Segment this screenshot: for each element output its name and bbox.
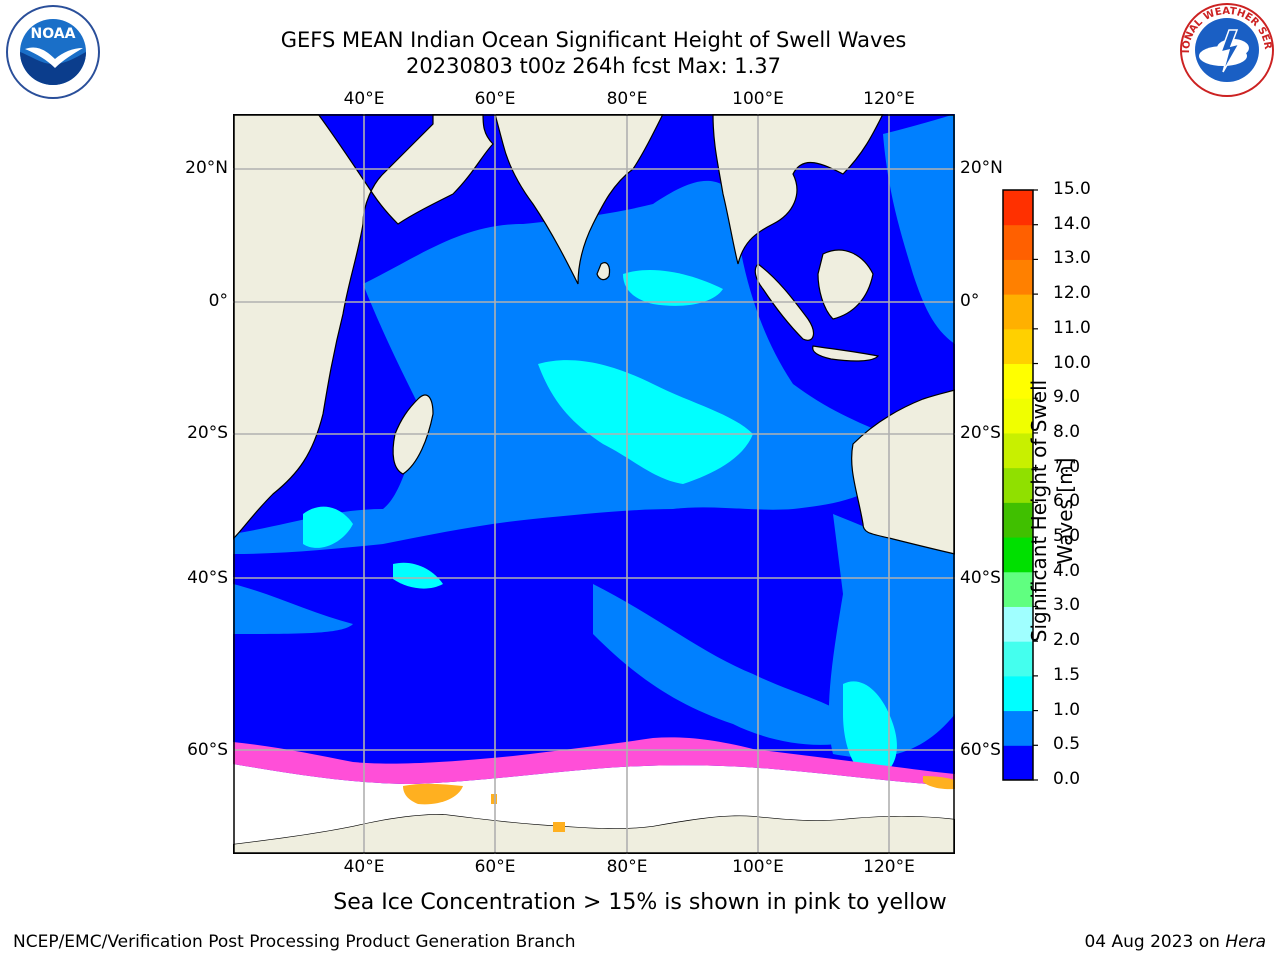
colorbar-tick-label: 7.0: [1053, 456, 1081, 477]
lat-label-left-0: 0°: [208, 291, 228, 311]
map-frame: [233, 114, 955, 854]
lon-label-top-120e: 120°E: [863, 89, 915, 109]
footer-date: 04 Aug 2023 on Hera: [1084, 932, 1266, 952]
colorbar-tick-label: 2.0: [1053, 630, 1081, 651]
swell-region-cyan-3: [303, 506, 353, 548]
lat-label-right-60s: 60°S: [960, 740, 1001, 760]
colorbar-tick-label: 1.5: [1053, 664, 1081, 685]
noaa-logo: NOAA: [6, 5, 100, 99]
colorbar-tick-label: 14.0: [1053, 213, 1091, 234]
lon-label-top-100e: 100°E: [732, 89, 784, 109]
colorbar-swatch: [1003, 224, 1033, 260]
colorbar-tick-label: 0.5: [1053, 734, 1081, 755]
lat-label-right-20n: 20°N: [960, 158, 1003, 178]
lon-label-bottom-120e: 120°E: [863, 857, 915, 877]
lat-label-left-40s: 40°S: [187, 568, 228, 588]
chart-title: GEFS MEAN Indian Ocean Significant Heigh…: [280, 28, 907, 52]
lon-label-bottom-100e: 100°E: [732, 857, 784, 877]
colorbar-tick-label: 15.0: [1053, 179, 1091, 199]
colorbar-swatch: [1003, 363, 1033, 399]
colorbar-tick-label: 5.0: [1053, 526, 1081, 547]
swell-region-cyan-5: [393, 562, 443, 589]
colorbar-tick-label: 0.0: [1053, 769, 1081, 789]
sea-ice-pack: [233, 764, 955, 844]
land-africa: [233, 114, 494, 540]
swell-region-mid-south: [233, 584, 353, 634]
swell-region-cyan-1: [538, 360, 753, 484]
sea-ice-caption: Sea Ice Concentration > 15% is shown in …: [333, 890, 947, 915]
land-se-asia: [712, 114, 884, 265]
swell-region-pacific: [883, 114, 955, 344]
land-java: [812, 345, 880, 362]
lat-label-left-20s: 20°S: [187, 423, 228, 443]
colorbar-swatch: [1003, 675, 1033, 712]
colorbar-tick-label: 3.0: [1053, 595, 1081, 616]
colorbar-swatch: [1003, 502, 1033, 538]
colorbar-swatch: [1003, 710, 1033, 746]
colorbar-swatch: [1003, 259, 1033, 295]
footer-credit: NCEP/EMC/Verification Post Processing Pr…: [13, 932, 576, 952]
colorbar-swatch: [1003, 328, 1033, 365]
noaa-logo-text: NOAA: [31, 26, 76, 42]
map-panel: [233, 114, 955, 854]
graticule: [233, 114, 955, 854]
colorbar-tick-label: 13.0: [1053, 248, 1091, 269]
colorbar-tick-label: 4.0: [1053, 560, 1081, 581]
colorbar-swatch: [1003, 398, 1033, 434]
land: [233, 114, 955, 854]
colorbar-swatch: [1003, 467, 1033, 503]
colorbar-swatch: [1003, 641, 1033, 677]
lon-label-bottom-60e: 60°E: [474, 857, 516, 877]
land-india: [494, 114, 664, 285]
land-australia: [851, 389, 955, 555]
footer-machine: Hera: [1225, 932, 1266, 952]
colorbar: [1002, 189, 1038, 781]
national-weather-service-logo: NATIONAL WEATHER SERVICE: [1177, 0, 1274, 97]
colorbar-tick-label: 12.0: [1053, 283, 1091, 304]
colorbar-tick-label: 10.0: [1053, 352, 1091, 373]
lat-label-right-20s: 20°S: [960, 423, 1001, 443]
colorbar-swatch: [1003, 571, 1033, 607]
lat-label-left-20n: 20°N: [185, 158, 228, 178]
lon-label-bottom-40e: 40°E: [343, 857, 385, 877]
swell-region-cyan-2: [623, 269, 723, 306]
colorbar-frame: [1002, 189, 1034, 781]
sea-ice-patch-2: [491, 794, 497, 804]
sea-ice-edge-orange-2: [923, 776, 955, 790]
chart-subtitle: 20230803 t00z 264h fcst Max: 1.37: [406, 54, 781, 78]
sea-ice-edge-orange: [403, 783, 463, 805]
sea-ice-edge-pink: [233, 737, 955, 786]
colorbar-tick-label: 8.0: [1053, 421, 1081, 442]
footer-date-text: 04 Aug 2023 on: [1084, 932, 1226, 952]
lat-label-right-40s: 40°S: [960, 568, 1001, 588]
colorbar-title: Significant Height of Swell Waves [m]: [1027, 379, 1077, 643]
colorbar-swatch: [1003, 606, 1033, 642]
lon-label-top-40e: 40°E: [343, 89, 385, 109]
lon-label-top-80e: 80°E: [606, 89, 648, 109]
land-sri-lanka: [596, 262, 611, 281]
colorbar-tick-label: 1.0: [1053, 699, 1081, 720]
colorbar-tick-label: 9.0: [1053, 387, 1081, 408]
colorbar-tick-label: 6.0: [1053, 491, 1081, 512]
colorbar-swatch: [1003, 537, 1033, 573]
colorbar-swatch: [1003, 432, 1033, 469]
lat-label-right-0: 0°: [960, 291, 980, 311]
sea-ice-patch: [553, 822, 565, 832]
colorbar-swatch: [1003, 294, 1033, 330]
colorbar-swatch: [1003, 745, 1033, 781]
swell-region-mid-2: [593, 584, 873, 745]
swell-region-cyan-4: [843, 681, 897, 779]
colorbar-swatch: [1003, 190, 1033, 226]
lat-label-left-60s: 60°S: [187, 740, 228, 760]
colorbar-tick-label: 11.0: [1053, 317, 1091, 338]
lon-label-top-60e: 60°E: [474, 89, 516, 109]
lon-label-bottom-80e: 80°E: [606, 857, 648, 877]
